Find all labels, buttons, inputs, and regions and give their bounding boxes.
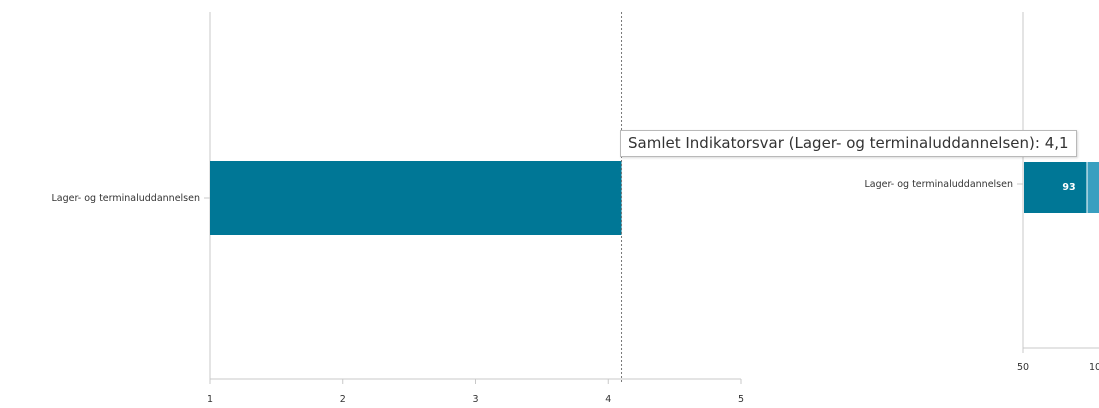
distribution-chart: 93 Lager- og terminaluddannelsen 50 10	[864, 12, 1099, 373]
category-label: Lager- og terminaluddannelsen	[51, 193, 200, 204]
bar[interactable]	[210, 161, 622, 235]
x-tick-label: 5	[738, 394, 744, 405]
x-tick-label: 3	[472, 394, 478, 405]
data-label: 93	[1062, 182, 1075, 193]
bar-segment-remainder[interactable]	[1087, 162, 1099, 213]
x-tick-label: 1	[207, 394, 213, 405]
category-label: Lager- og terminaluddannelsen	[864, 179, 1013, 190]
bar-segment-93[interactable]	[1024, 162, 1087, 213]
x-tick-label: 2	[340, 394, 346, 405]
x-tick-label: 4	[605, 394, 611, 405]
x-tick-label: 10	[1089, 362, 1099, 373]
x-tick-label: 50	[1017, 362, 1029, 373]
x-axis-ticks: 1 2 3 4 5	[207, 379, 744, 405]
bars	[210, 161, 622, 235]
indicator-chart: 1 2 3 4 5 Lager- og terminaluddannelsen	[51, 12, 744, 405]
tooltip: Samlet Indikatorsvar (Lager- og terminal…	[620, 130, 1077, 157]
